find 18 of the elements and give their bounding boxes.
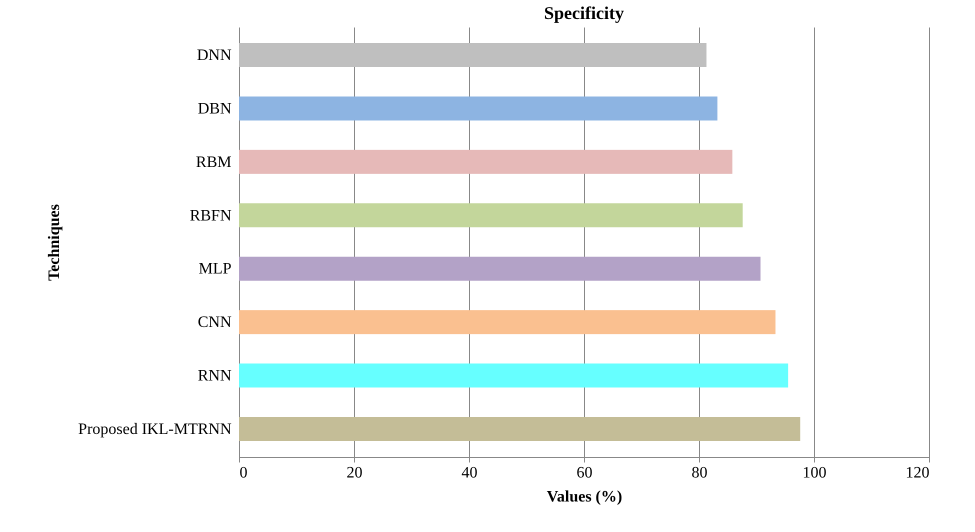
x-tick-label: 120 (906, 464, 930, 482)
x-tick-label: 20 (346, 464, 362, 482)
y-tick-label: RBM (196, 154, 232, 171)
chart-title: Specificity (544, 3, 624, 23)
x-tick-label: 60 (576, 464, 592, 482)
y-tick-label: RBFN (190, 207, 232, 224)
y-tick-label: CNN (198, 314, 232, 332)
y-tick-label: RNN (198, 368, 232, 385)
y-tick-label: DBN (198, 100, 232, 118)
y-tick-label: MLP (198, 260, 232, 278)
x-tick-label: 40 (462, 464, 478, 482)
x-tick-label: 0 (240, 464, 248, 482)
x-axis-title: Values (%) (546, 488, 622, 506)
y-tick-label: Proposed IKL-MTRNN (78, 420, 232, 438)
x-tick-label: 80 (692, 464, 708, 482)
y-axis-title: Techniques (46, 204, 64, 281)
y-tick-label: DNN (196, 47, 232, 64)
x-tick-label: 100 (802, 464, 826, 482)
